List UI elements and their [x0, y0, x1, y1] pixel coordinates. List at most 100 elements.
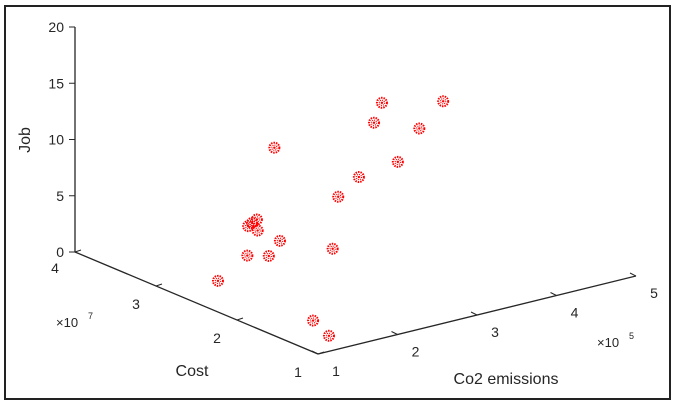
data-point-inner: [253, 216, 261, 223]
data-point-ring: [352, 171, 365, 184]
data-point-center: [331, 247, 334, 250]
data-point: [322, 329, 335, 342]
data-point-ring: [307, 314, 320, 327]
data-point-inner: [439, 98, 447, 105]
data-point: [242, 220, 255, 233]
data-point-inner: [370, 119, 378, 126]
data-point-center: [311, 319, 315, 322]
data-point: [352, 171, 365, 184]
data-point: [391, 155, 404, 168]
x-tick-label: 5: [650, 285, 658, 301]
data-point-center: [418, 127, 421, 130]
figure-frame: [4, 5, 671, 400]
y-multiplier-exponent: 7: [88, 311, 93, 321]
data-point-center: [256, 229, 259, 232]
z-tick-label: 0: [56, 244, 64, 260]
data-point-center: [380, 101, 384, 104]
x-multiplier: ×10 5: [597, 331, 634, 350]
y-tick-label: 4: [51, 260, 59, 276]
data-point-ring: [250, 213, 263, 226]
x-tick-label: 1: [332, 363, 340, 379]
y-tick: [317, 351, 325, 355]
x-tick: [311, 350, 319, 355]
data-point-ring: [332, 190, 345, 203]
data-point-ring: [437, 95, 450, 108]
data-point: [241, 249, 254, 262]
y-tick-label: 2: [213, 330, 221, 346]
data-point-inner: [254, 227, 261, 234]
data-point-ring: [262, 249, 275, 262]
x-tick: [550, 292, 557, 296]
y-tick: [236, 317, 244, 321]
data-point-ring: [246, 216, 259, 229]
data-point-ring: [391, 155, 404, 168]
data-point-center: [327, 334, 331, 337]
data-point: [413, 122, 426, 135]
z-tick-label: 20: [48, 19, 64, 35]
data-point-center: [396, 160, 400, 164]
data-point-ring: [413, 122, 426, 135]
z-tick-label: 10: [48, 132, 64, 148]
data-point-ring: [375, 96, 388, 109]
data-point-inner: [309, 317, 317, 324]
z-tick-label: 15: [48, 75, 64, 91]
data-point-inner: [244, 222, 252, 230]
data-point: [375, 96, 388, 109]
data-point: [268, 141, 281, 154]
data-point-ring: [242, 220, 255, 233]
data-point-ring: [251, 224, 264, 237]
data-point-center: [267, 254, 270, 258]
data-point-center: [357, 175, 361, 179]
x-tick-label: 4: [571, 305, 579, 321]
data-point-inner: [355, 173, 363, 181]
y-tick-label: 3: [132, 296, 140, 312]
data-point: [437, 95, 450, 108]
data-point-center: [441, 100, 445, 103]
data-point-ring: [322, 329, 335, 342]
data-point: [211, 274, 224, 287]
data-point-ring: [241, 249, 254, 262]
data-point-center: [246, 254, 249, 257]
data-point-center: [372, 121, 376, 124]
y-multiplier-base: ×10: [56, 315, 78, 330]
y-tick-label: 1: [294, 364, 302, 380]
data-point-ring: [273, 234, 286, 247]
data-point-inner: [325, 332, 333, 339]
x-multiplier-exponent: 5: [629, 331, 634, 341]
data-point-ring: [367, 116, 380, 129]
data-point-center: [278, 239, 282, 243]
data-point-inner: [265, 252, 272, 260]
data-point: [273, 234, 286, 247]
y-tick: [74, 249, 82, 253]
z-tick-label: 5: [56, 188, 64, 204]
x-tick-label: 3: [491, 324, 499, 340]
x-tick: [629, 272, 637, 277]
z-axis-label: Job: [17, 127, 34, 153]
data-point: [332, 190, 345, 203]
data-point-center: [337, 195, 340, 198]
data-point: [326, 242, 339, 255]
data-point-center: [246, 224, 250, 228]
data-point-inner: [244, 252, 251, 259]
data-point: [307, 314, 320, 327]
data-point-inner: [248, 219, 256, 227]
x-tick: [391, 331, 398, 335]
y-axis-line: [74, 251, 319, 355]
data-point-inner: [329, 245, 336, 252]
data-point: [367, 116, 380, 129]
data-point-inner: [271, 144, 278, 151]
x-tick: [470, 311, 478, 316]
y-multiplier: ×10 7: [56, 311, 93, 330]
data-point-inner: [416, 125, 423, 132]
data-point-ring: [268, 141, 281, 154]
y-tick: [155, 283, 163, 287]
data-point-inner: [335, 193, 342, 200]
data-point: [251, 224, 264, 237]
x-multiplier-base: ×10: [597, 335, 619, 350]
data-point-inner: [276, 237, 284, 245]
data-point-ring: [326, 242, 339, 255]
data-point-center: [273, 146, 276, 149]
x-tick-label: 2: [412, 344, 420, 360]
data-point-inner: [394, 158, 402, 166]
